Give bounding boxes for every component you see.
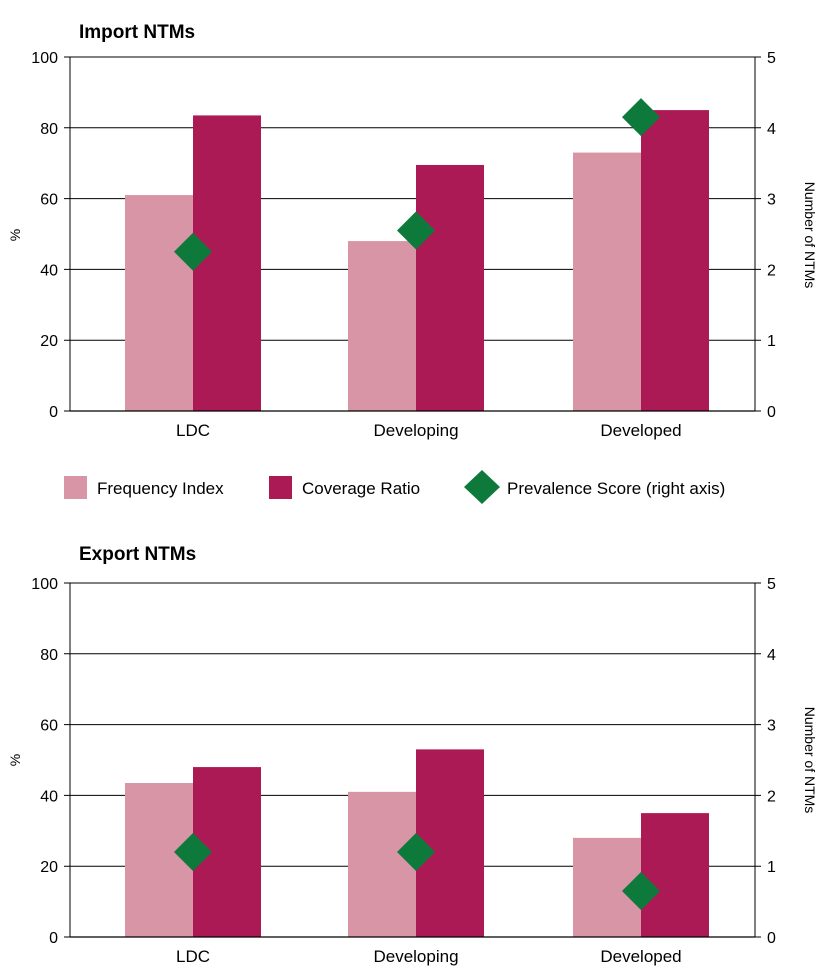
import-frequency-bar — [348, 241, 416, 411]
import-right-tick-label: 5 — [767, 50, 776, 67]
export-coverage-bar — [416, 749, 484, 937]
import-left-tick-label: 60 — [40, 192, 58, 209]
export-frequency-bar — [348, 791, 416, 937]
export-right-tick-label: 4 — [767, 647, 776, 664]
import-left-tick-label: 0 — [49, 404, 58, 421]
export-right-tick-label: 5 — [767, 576, 776, 593]
export-left-tick-label: 100 — [31, 576, 58, 593]
import-prevalence-marker — [174, 232, 212, 271]
export-category-label: Developing — [373, 947, 458, 966]
import-right-tick-label: 0 — [767, 404, 776, 421]
export-prevalence-marker — [397, 833, 435, 872]
export-category-labels: LDC Developing Developed — [176, 947, 682, 966]
import-left-tick-label: 100 — [31, 50, 58, 67]
export-frequency-bar — [125, 783, 193, 937]
export-chart-title: Export NTMs — [79, 544, 196, 565]
legend-frequency-label: Frequency Index — [97, 479, 224, 498]
export-y2-axis-label: Number of NTMs — [802, 707, 818, 814]
import-category-label: Developed — [600, 421, 681, 440]
import-right-tick-label: 2 — [767, 262, 776, 279]
export-left-tick-label: 0 — [49, 930, 58, 947]
import-coverage-bar — [193, 115, 261, 411]
export-left-tick-label: 20 — [40, 859, 58, 876]
import-frequency-bar — [573, 152, 641, 411]
export-y-axis-label: % — [7, 754, 23, 766]
import-frequency-bar — [125, 195, 193, 411]
export-prevalence-marker — [174, 833, 212, 872]
export-right-tick-label: 0 — [767, 930, 776, 947]
import-coverage-bar — [641, 110, 709, 411]
import-right-tick-label: 3 — [767, 192, 776, 209]
import-y2-axis-label: Number of NTMs — [802, 182, 818, 289]
import-prevalence-markers — [174, 98, 660, 271]
import-chart-title: Import NTMs — [79, 22, 195, 43]
import-left-tick-label: 80 — [40, 121, 58, 138]
legend-prevalence-marker — [464, 470, 500, 504]
export-prevalence-markers — [174, 833, 660, 910]
import-prevalence-marker — [397, 211, 435, 250]
legend-coverage-label: Coverage Ratio — [302, 479, 420, 498]
legend-coverage-swatch — [269, 476, 292, 499]
export-tick-labels: 0 20 40 60 80 100 0 1 2 3 4 5 — [31, 576, 776, 947]
import-right-tick-label: 4 — [767, 121, 776, 138]
import-category-label: Developing — [373, 421, 458, 440]
import-coverage-bar — [416, 164, 484, 411]
export-prevalence-marker — [622, 871, 660, 910]
export-right-tick-label: 1 — [767, 859, 776, 876]
import-left-tick-label: 20 — [40, 333, 58, 350]
import-bars — [125, 110, 709, 411]
import-category-labels: LDC Developing Developed — [176, 421, 682, 440]
import-prevalence-marker — [622, 98, 660, 137]
export-right-tick-label: 2 — [767, 788, 776, 805]
export-left-tick-label: 40 — [40, 788, 58, 805]
import-right-tick-label: 1 — [767, 333, 776, 350]
export-category-label: LDC — [176, 947, 210, 966]
export-right-tick-label: 3 — [767, 718, 776, 735]
import-axes — [69, 57, 756, 412]
export-ntms-chart: Export NTMs 0 20 40 60 80 100 0 1 2 3 4 5 LDC Develo… — [7, 544, 818, 966]
import-ntms-chart: Import NTMs 0 20 40 60 80 100 0 1 2 3 4 5 LDC Develo… — [7, 22, 818, 440]
import-tick-labels: 0 20 40 60 80 100 0 1 2 3 4 5 — [31, 50, 776, 421]
import-category-label: LDC — [176, 421, 210, 440]
export-coverage-bar — [641, 813, 709, 937]
legend: Frequency Index Coverage Ratio Prevalenc… — [64, 470, 725, 504]
export-axes — [69, 583, 756, 938]
legend-prevalence-label: Prevalence Score (right axis) — [507, 479, 725, 498]
legend-frequency-swatch — [64, 476, 87, 499]
export-left-tick-label: 60 — [40, 718, 58, 735]
import-left-tick-label: 40 — [40, 262, 58, 279]
export-left-tick-label: 80 — [40, 647, 58, 664]
import-y-axis-label: % — [7, 229, 23, 241]
export-category-label: Developed — [600, 947, 681, 966]
